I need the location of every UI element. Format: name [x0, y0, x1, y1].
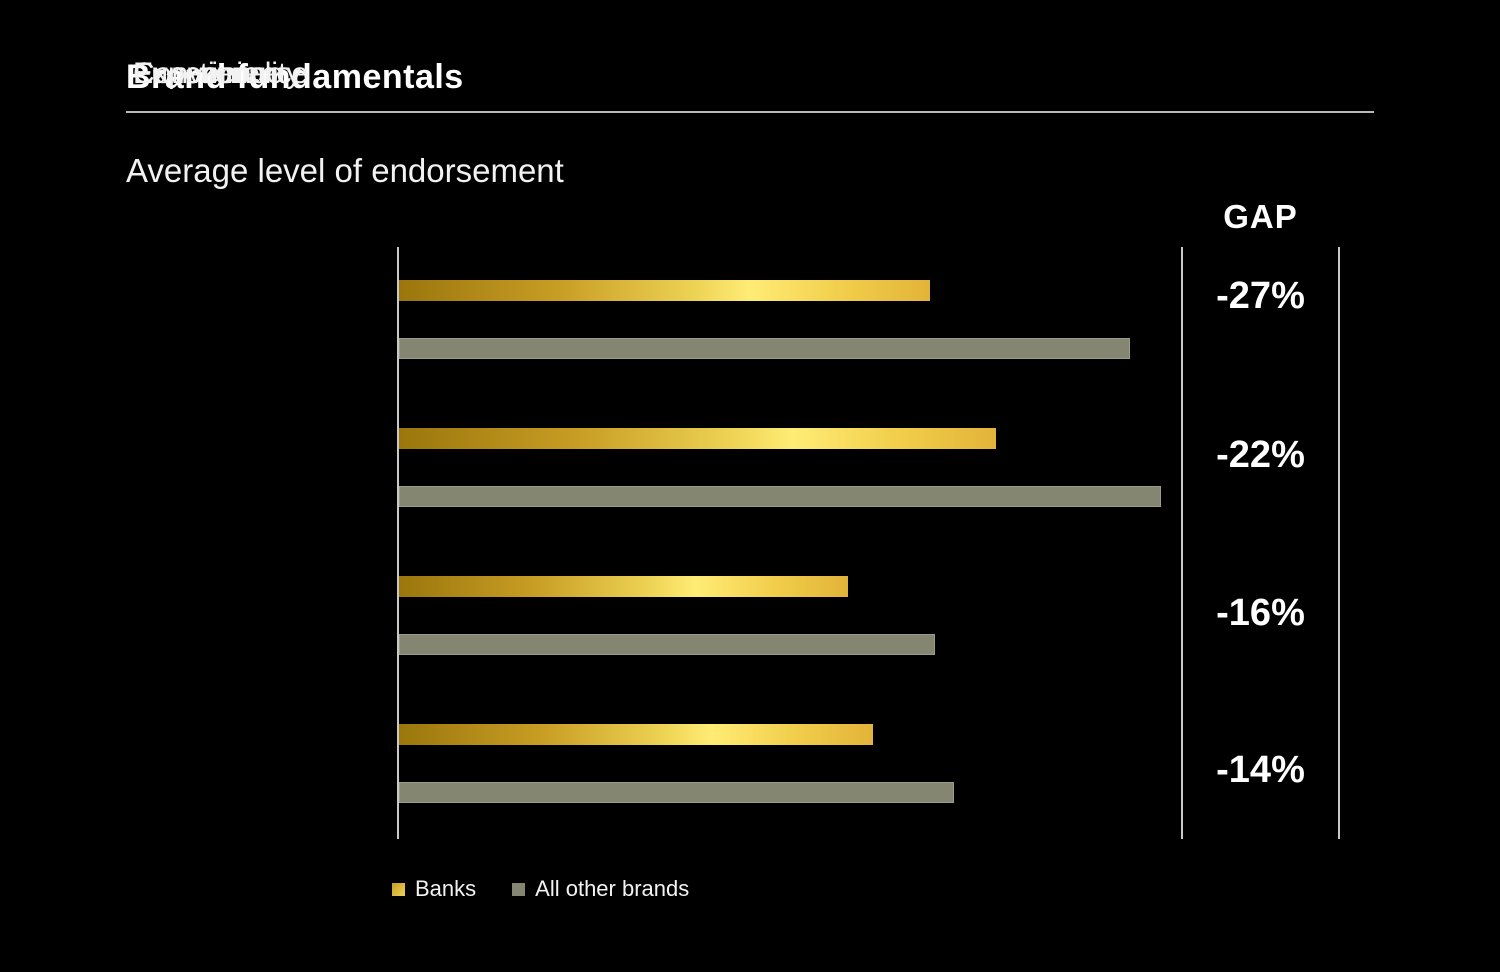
banks-bar-convenience: [399, 280, 930, 301]
other-brands-bar-functionality: [399, 486, 1162, 507]
banks-bar-experience: [399, 724, 874, 745]
category-label-exposure: Exposure: [133, 57, 260, 90]
legend-label-banks: Banks: [415, 876, 477, 901]
gap-value-exposure: -16%: [1216, 592, 1305, 634]
other-brands-bar-exposure: [399, 634, 935, 655]
plot-area: [397, 247, 1181, 839]
legend-label-all-other-brands: All other brands: [535, 876, 690, 901]
banks-bar-functionality: [399, 428, 996, 449]
page-title: Brand fundamentals: [126, 58, 464, 96]
category-label-functionality: Functionality: [133, 57, 302, 90]
bar-row-functionality: [399, 395, 1181, 543]
banks-bar-exposure: [399, 576, 849, 597]
gap-column: -27% -22% -16% -14%: [1181, 247, 1340, 839]
banks-legend-swatch-icon: [392, 882, 405, 896]
gap-value-experience: -14%: [1216, 749, 1305, 791]
category-label-convenience: Convenience: [133, 57, 309, 90]
gap-column-header: GAP: [1223, 198, 1298, 235]
bar-row-experience: [399, 691, 1181, 839]
legend-item-banks: Banks: [392, 876, 476, 902]
other-brands-bar-experience: [399, 782, 954, 803]
chart-subtitle: Average level of endorsement: [126, 152, 564, 189]
category-label-experience: Experience: [133, 57, 284, 90]
bar-row-exposure: [399, 543, 1181, 691]
other-brands-bar-convenience: [399, 338, 1131, 359]
gap-value-functionality: -22%: [1216, 434, 1305, 476]
gap-value-convenience: -27%: [1216, 275, 1305, 317]
bar-row-convenience: [399, 247, 1181, 395]
title-underline: [126, 111, 1374, 113]
chart-legend: Banks All other brands: [392, 876, 689, 902]
other-brands-legend-swatch-icon: [512, 882, 526, 896]
legend-item-all-other-brands: All other brands: [512, 876, 689, 902]
